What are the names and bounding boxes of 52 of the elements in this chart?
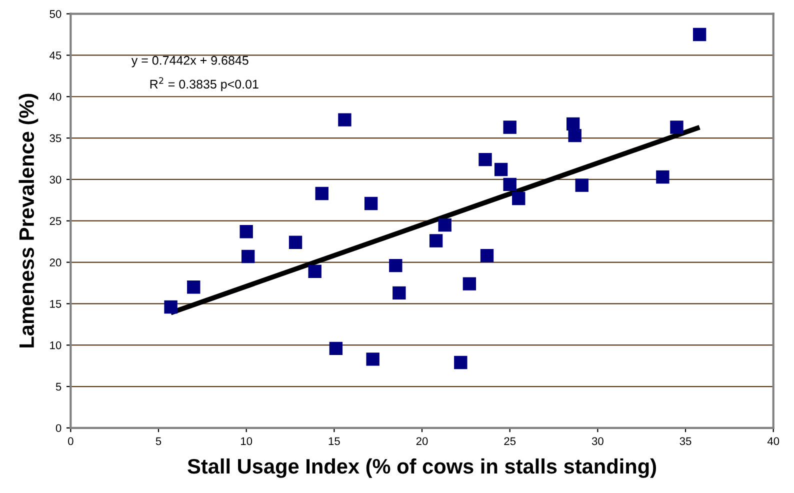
point	[503, 178, 516, 192]
y-tick-label: 15	[50, 300, 62, 308]
point	[288, 236, 302, 249]
y-axis-title: Lameness Prevalence (%)	[18, 94, 38, 348]
point	[494, 162, 508, 176]
annotation: R$^{2}$ = 0.3835 p<0.01	[150, 77, 258, 92]
point	[187, 280, 200, 294]
point	[164, 300, 178, 314]
y-tick-label: 40	[50, 92, 62, 101]
point	[392, 286, 406, 300]
point	[480, 249, 494, 262]
point	[366, 352, 380, 366]
point	[568, 128, 582, 142]
x-tick-label: 20	[416, 437, 428, 446]
point	[512, 192, 526, 206]
point	[315, 186, 328, 200]
point	[338, 113, 352, 126]
point	[478, 152, 492, 166]
point	[242, 250, 255, 264]
y-tick-label: 35	[50, 134, 62, 142]
point	[503, 120, 516, 134]
y-tick-label: 10	[50, 341, 62, 350]
y-tick-label: 20	[50, 258, 62, 266]
point	[462, 277, 476, 290]
x-tick-label: 25	[504, 437, 516, 446]
point	[670, 120, 684, 134]
x-tick-label: 40	[767, 437, 780, 446]
y-tick-label: 50	[50, 10, 62, 18]
y-tick-label: 0	[56, 424, 62, 432]
point	[364, 196, 378, 210]
y-tick-label: 5	[56, 382, 62, 391]
point	[308, 264, 322, 278]
point	[329, 342, 343, 356]
x-tick-label: 15	[328, 437, 340, 446]
x-tick-label: 35	[680, 437, 692, 446]
x-tick-label: 30	[592, 437, 604, 446]
x-axis-title: Stall Usage Index (% of cows in stalls standing)	[188, 458, 656, 478]
point	[575, 178, 588, 192]
x-tick-label: 0	[68, 437, 74, 446]
point	[656, 170, 670, 184]
x-tick-label: 10	[241, 437, 252, 446]
point	[438, 218, 452, 232]
y-tick-label: 25	[50, 217, 62, 225]
point	[692, 28, 706, 42]
point	[240, 225, 253, 238]
point	[429, 234, 443, 248]
point	[454, 356, 468, 370]
y-tick-label: 45	[50, 52, 62, 60]
point	[389, 258, 402, 272]
x-tick-label: 5	[156, 437, 162, 446]
annotation: y = 0.7442x + 9.6845	[131, 56, 248, 68]
y-tick-label: 30	[50, 176, 62, 184]
